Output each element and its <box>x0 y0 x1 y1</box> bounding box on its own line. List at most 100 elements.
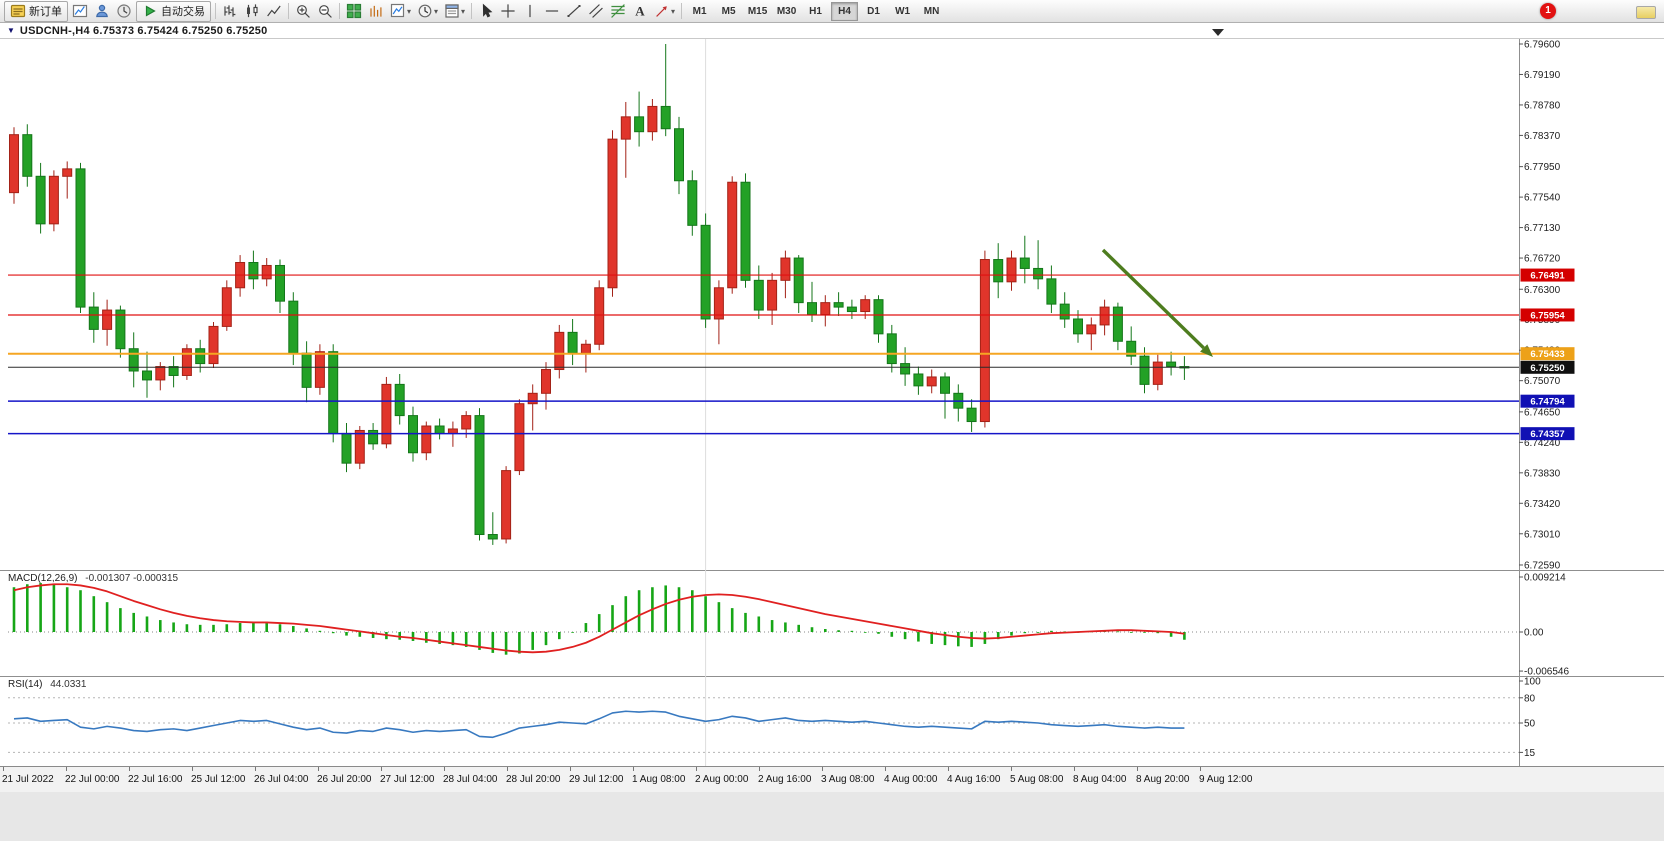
trendline-button[interactable] <box>563 1 585 22</box>
fibonacci-icon <box>610 3 626 19</box>
tile-windows-button[interactable] <box>343 1 365 22</box>
toolbar-overflow-icon[interactable] <box>1636 6 1656 19</box>
candles-icon <box>244 3 260 19</box>
time-tick <box>696 767 697 771</box>
chevron-down-icon: ▾ <box>407 6 412 16</box>
tools-group: A ▾ <box>475 0 678 22</box>
time-label: 29 Jul 12:00 <box>569 774 624 785</box>
zoom-group <box>292 0 336 22</box>
timeframe-h4[interactable]: H4 <box>831 1 859 21</box>
time-tick <box>381 767 382 771</box>
fibonacci-button[interactable] <box>607 1 629 22</box>
timeframe-h1[interactable]: H1 <box>809 5 822 17</box>
timeframe-m15[interactable]: M15 <box>747 5 768 17</box>
zoom-out-icon <box>317 3 333 19</box>
one-click-trading-toggle[interactable]: ▼ <box>7 26 15 35</box>
time-axis[interactable]: 21 Jul 2022 22 Jul 00:00 22 Jul 16:00 25 Ju… <box>0 766 1664 792</box>
time-label: 27 Jul 12:00 <box>380 774 435 785</box>
template-icon <box>444 3 460 19</box>
time-tick <box>444 767 445 771</box>
crosshair-button[interactable] <box>497 1 519 22</box>
time-tick <box>129 767 130 771</box>
line-chart-icon <box>266 3 282 19</box>
time-tick <box>255 767 256 771</box>
chevron-down-icon: ▾ <box>461 6 466 16</box>
timeframe-mn[interactable]: MN <box>923 5 940 17</box>
main-toolbar: 新订单 自动交易 ▾ ▾ ▾ A ▾ M1 M5 M15 M30 H1 H4 D1 W1 MN <box>0 0 1664 23</box>
time-label: 2 Aug 00:00 <box>695 774 749 785</box>
timeframe-m30[interactable]: M30 <box>776 5 797 17</box>
toolbar-separator <box>681 3 683 19</box>
time-label: 9 Aug 12:00 <box>1199 774 1253 785</box>
timeframe-w1[interactable]: W1 <box>895 5 911 17</box>
auto-trading-button-label: 自动交易 <box>161 6 205 18</box>
macd-name: MACD(12,26,9) <box>8 573 78 584</box>
profiles-icon <box>94 3 110 19</box>
chart-title: USDCNH-,H4 6.75373 6.75424 6.75250 6.752… <box>19 25 268 37</box>
time-label: 28 Jul 04:00 <box>443 774 498 785</box>
template-dropdown[interactable]: ▾ <box>441 1 468 22</box>
tile-windows-icon <box>346 3 362 19</box>
zoom-in-button[interactable] <box>292 1 314 22</box>
new-order-button[interactable]: 新订单 <box>4 0 68 22</box>
time-tick <box>3 767 4 771</box>
candlestick-button[interactable] <box>241 1 263 22</box>
time-label: 1 Aug 08:00 <box>632 774 686 785</box>
line-chart-button[interactable] <box>263 1 285 22</box>
toolbar-separator <box>288 3 289 19</box>
time-label: 26 Jul 04:00 <box>254 774 309 785</box>
chart-type-group <box>219 0 285 22</box>
new-chart-dropdown[interactable]: ▾ <box>387 1 414 22</box>
indicators-button[interactable] <box>365 1 387 22</box>
new-chart-icon <box>390 3 406 19</box>
time-tick <box>318 767 319 771</box>
time-label: 3 Aug 08:00 <box>821 774 875 785</box>
indicators-list-icon <box>368 3 384 19</box>
auto-trading-button[interactable]: 自动交易 <box>136 0 211 22</box>
windows-group: ▾ ▾ ▾ <box>343 0 468 22</box>
market-watch-button[interactable] <box>113 1 135 22</box>
time-label: 25 Jul 12:00 <box>191 774 246 785</box>
toolbar-separator <box>215 3 216 19</box>
timeframe-m1[interactable]: M1 <box>692 5 707 17</box>
vertical-line-button[interactable] <box>519 1 541 22</box>
chevron-down-icon: ▾ <box>434 6 439 16</box>
period-dropdown[interactable]: ▾ <box>414 1 441 22</box>
chevron-down-icon: ▾ <box>671 6 676 16</box>
bar-chart-button[interactable] <box>219 1 241 22</box>
zoom-in-icon <box>295 3 311 19</box>
svg-text:A: A <box>635 4 645 19</box>
bars-icon <box>222 3 238 19</box>
time-tick <box>633 767 634 771</box>
charts-window-button[interactable] <box>69 1 91 22</box>
vline-icon <box>522 3 538 19</box>
time-label: 28 Jul 20:00 <box>506 774 561 785</box>
profiles-button[interactable] <box>91 1 113 22</box>
channel-button[interactable] <box>585 1 607 22</box>
time-label: 2 Aug 16:00 <box>758 774 812 785</box>
zoom-out-button[interactable] <box>314 1 336 22</box>
time-tick <box>885 767 886 771</box>
time-tick <box>1200 767 1201 771</box>
chart-window[interactable] <box>0 23 1664 766</box>
cursor-button[interactable] <box>475 1 497 22</box>
timeframes-group: M1 M5 M15 M30 H1 H4 D1 W1 MN <box>685 0 946 22</box>
arrows-dropdown[interactable]: ▾ <box>651 1 678 22</box>
channel-icon <box>588 3 604 19</box>
time-label: 22 Jul 16:00 <box>128 774 183 785</box>
text-button[interactable]: A <box>629 1 651 22</box>
period-clock-icon <box>417 3 433 19</box>
notification-badge[interactable]: 1 <box>1540 3 1556 19</box>
hline-icon <box>544 3 560 19</box>
time-tick <box>66 767 67 771</box>
timeframe-d1[interactable]: D1 <box>867 5 880 17</box>
horizontal-line-button[interactable] <box>541 1 563 22</box>
new-order-icon <box>10 3 26 19</box>
window-bottom-strip <box>0 792 1664 841</box>
time-label: 22 Jul 00:00 <box>65 774 120 785</box>
trendline-icon <box>566 3 582 19</box>
timeframe-m5[interactable]: M5 <box>721 5 736 17</box>
charts-window-icon <box>72 3 88 19</box>
time-tick <box>1137 767 1138 771</box>
toolbar-separator <box>339 3 340 19</box>
